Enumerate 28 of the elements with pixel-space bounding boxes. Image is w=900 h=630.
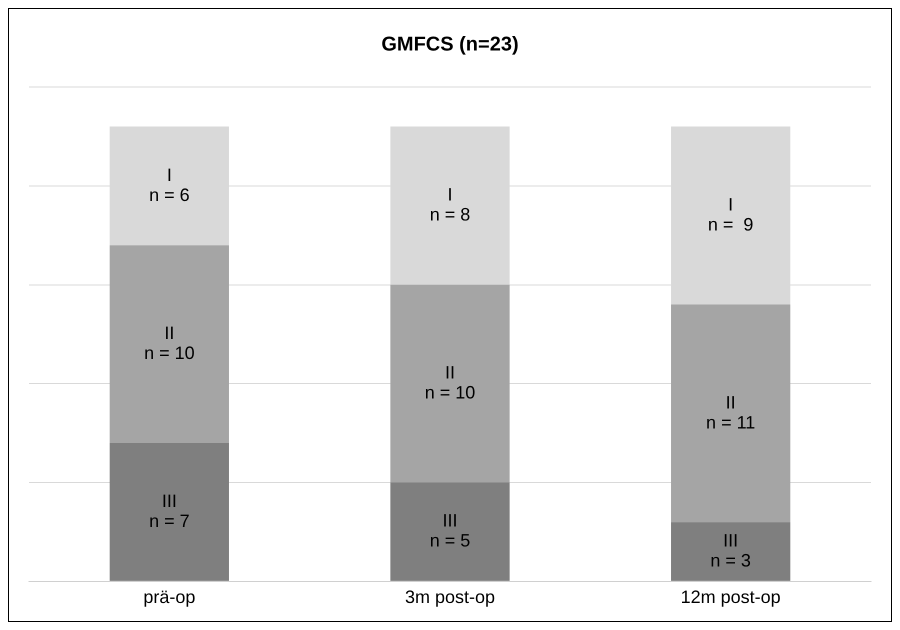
x-tick-label: 3m post-op bbox=[404, 587, 496, 608]
x-tick-label: prä-op bbox=[143, 587, 196, 608]
series-label: II bbox=[444, 362, 456, 383]
bar bbox=[671, 522, 790, 581]
data-label: n = 10 bbox=[144, 343, 195, 364]
data-label: n = 5 bbox=[430, 530, 470, 551]
bar bbox=[390, 482, 510, 581]
data-label: n = 8 bbox=[430, 204, 470, 225]
data-label: n = 11 bbox=[706, 412, 756, 432]
text: III bbox=[162, 490, 177, 511]
data-label: n = 9 bbox=[708, 214, 754, 235]
text: I bbox=[447, 184, 453, 205]
bar bbox=[671, 304, 790, 522]
data-label: n = 10 bbox=[424, 382, 476, 403]
data-label: n = 6 bbox=[149, 184, 190, 205]
text: I bbox=[728, 194, 734, 215]
data-label: n = 7 bbox=[149, 510, 190, 531]
series-label: III bbox=[723, 530, 738, 550]
data-label: n = 3 bbox=[710, 550, 751, 570]
series-label: I bbox=[166, 164, 172, 185]
text: II bbox=[164, 323, 174, 344]
bar bbox=[110, 442, 229, 581]
bar bbox=[390, 284, 510, 483]
text: III bbox=[442, 510, 458, 531]
x-tick-label: 12m post-op bbox=[680, 587, 781, 608]
bar bbox=[110, 245, 229, 443]
text: II bbox=[726, 392, 736, 412]
chart-title: GMFCS (n=23) bbox=[381, 34, 519, 56]
